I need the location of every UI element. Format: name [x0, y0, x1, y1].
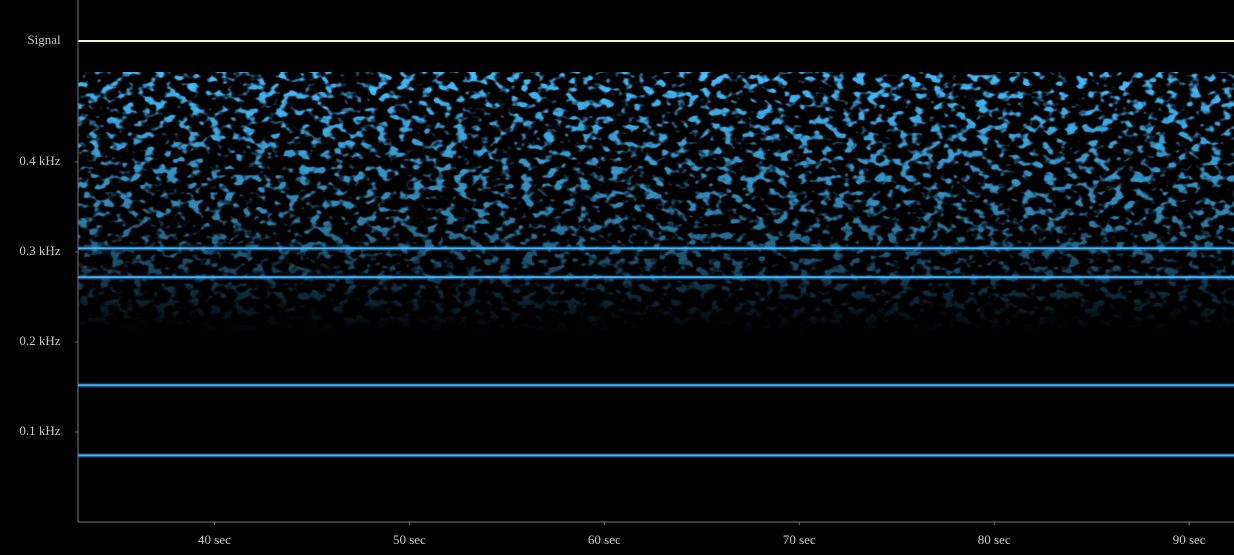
- chart: Signal 0.1 kHz 0.2 kHz 0.3 kHz 0.4 kHz 40 se…: [0, 0, 1234, 555]
- signal-label: Signal: [27, 32, 61, 47]
- y-tick-label: 0.3 kHz: [19, 243, 60, 258]
- spectral-noise: [78, 72, 1234, 332]
- page: Signal 0.1 kHz 0.2 kHz 0.3 kHz 0.4 kHz 40 se…: [0, 0, 1234, 555]
- x-tick-label: 60 sec: [588, 532, 621, 547]
- x-tick-label: 90 sec: [1173, 532, 1206, 547]
- x-tick-label: 70 sec: [783, 532, 816, 547]
- y-tick-label: 0.4 kHz: [19, 153, 60, 168]
- y-tick-label: 0.2 kHz: [19, 333, 60, 348]
- x-tick-label: 50 sec: [393, 532, 426, 547]
- x-tick-label: 40 sec: [198, 532, 231, 547]
- x-tick-label: 80 sec: [978, 532, 1011, 547]
- y-tick-label: 0.1 kHz: [19, 423, 60, 438]
